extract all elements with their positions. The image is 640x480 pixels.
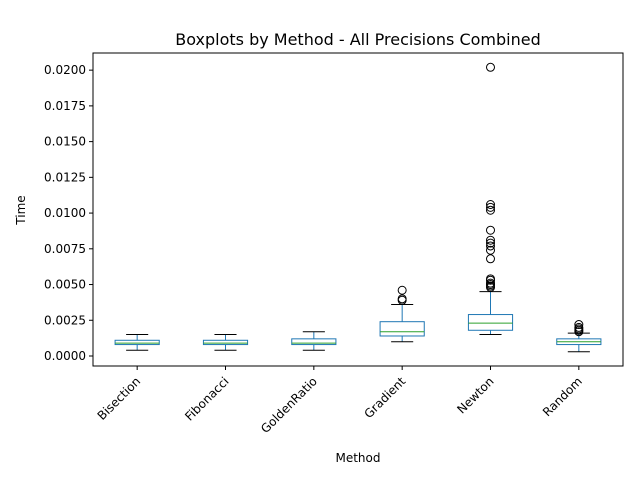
outlier-point-newton: [486, 62, 495, 72]
outlier-point-newton: [486, 235, 495, 245]
chart-title: Boxplots by Method - All Precisions Comb…: [175, 30, 541, 49]
box-gradient: [379, 321, 425, 337]
outlier-point-newton: [486, 205, 495, 215]
box-goldenratio: [291, 338, 337, 346]
outlier-point-newton: [486, 238, 495, 248]
y-tick-label: 0.0100: [44, 206, 86, 220]
box-bisection: [114, 339, 160, 346]
outlier-point-newton: [486, 278, 495, 288]
x-axis-label: Method: [335, 451, 380, 465]
outlier-point-newton: [486, 199, 495, 209]
y-tick-label: 0.0150: [44, 135, 86, 149]
y-tick-label: 0.0075: [44, 242, 86, 256]
axes-frame: [92, 52, 624, 367]
outlier-point-newton: [486, 202, 495, 212]
y-tick-label: 0.0050: [44, 278, 86, 292]
outlier-point-newton: [486, 274, 495, 284]
y-tick-label: 0.0200: [44, 63, 86, 77]
y-tick-label: 0.0125: [44, 170, 86, 184]
y-tick-label: 0.0000: [44, 349, 86, 363]
outlier-point-random: [574, 320, 584, 330]
outlier-point-random: [574, 322, 584, 332]
y-tick-label: 0.0025: [44, 313, 86, 327]
y-axis-label: Time: [14, 195, 28, 225]
outlier-point-newton: [486, 245, 495, 255]
outlier-point-gradient: [397, 285, 407, 295]
outlier-point-newton: [486, 241, 495, 251]
box-fibonacci: [202, 339, 249, 346]
box-newton: [467, 314, 514, 331]
outlier-point-newton: [486, 254, 495, 264]
outlier-point-newton: [486, 225, 495, 235]
y-tick-label: 0.0175: [44, 99, 86, 113]
outlier-point-gradient: [397, 294, 407, 304]
